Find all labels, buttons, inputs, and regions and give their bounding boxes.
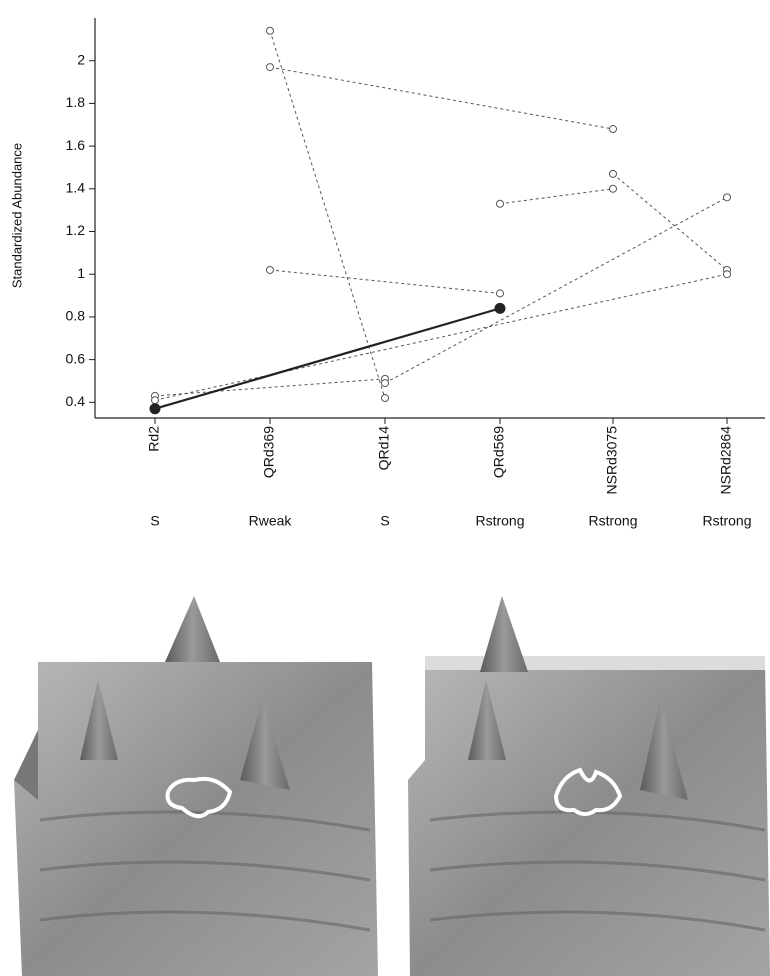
x-tick-label: QRd569 bbox=[491, 426, 507, 478]
data-point bbox=[724, 194, 731, 201]
series-line bbox=[613, 174, 727, 270]
surface-image-left bbox=[14, 596, 378, 976]
data-point bbox=[150, 404, 160, 414]
x-tick-label: NSRd2864 bbox=[718, 426, 734, 495]
y-tick-label: 1.8 bbox=[66, 94, 86, 110]
data-point bbox=[267, 27, 274, 34]
x-tick-label: QRd14 bbox=[376, 426, 392, 471]
x-tick-label: Rd2 bbox=[146, 426, 162, 452]
data-point bbox=[610, 170, 617, 177]
y-tick-label: 0.6 bbox=[66, 350, 86, 366]
x-sublabel: Rweak bbox=[249, 513, 293, 529]
series-line bbox=[270, 270, 500, 293]
x-sublabel: Rstrong bbox=[702, 513, 751, 529]
y-tick-label: 1.4 bbox=[66, 180, 86, 196]
y-tick-label: 2 bbox=[77, 51, 85, 67]
y-tick-label: 0.4 bbox=[66, 393, 86, 409]
data-point bbox=[267, 266, 274, 273]
data-point bbox=[610, 126, 617, 133]
data-point bbox=[495, 303, 505, 313]
x-tick-label: NSRd3075 bbox=[604, 426, 620, 495]
data-point bbox=[152, 397, 159, 404]
series-line bbox=[155, 379, 385, 396]
x-sublabel: Rstrong bbox=[475, 513, 524, 529]
y-tick-label: 1.6 bbox=[66, 137, 86, 153]
data-point bbox=[610, 185, 617, 192]
data-point bbox=[382, 380, 389, 387]
data-point bbox=[724, 271, 731, 278]
y-tick-label: 0.8 bbox=[66, 308, 86, 324]
plot: Standardized Abundance 0.4 0.6 0.8 1 1.2 1.4 1.… bbox=[9, 18, 765, 529]
x-sublabel: S bbox=[380, 513, 389, 529]
x-sublabel: Rstrong bbox=[588, 513, 637, 529]
series-line bbox=[155, 308, 500, 408]
series-line bbox=[500, 189, 613, 204]
y-tick-label: 1.2 bbox=[66, 222, 86, 238]
series-line bbox=[385, 197, 727, 383]
series-line bbox=[155, 274, 727, 400]
surface-image-right bbox=[408, 596, 770, 976]
series-line bbox=[270, 67, 613, 129]
data-point bbox=[497, 290, 504, 297]
x-sublabel: S bbox=[150, 513, 159, 529]
data-point bbox=[382, 395, 389, 402]
y-tick-label: 1 bbox=[77, 265, 85, 281]
figure: Standardized Abundance 0.4 0.6 0.8 1 1.2 1.4 1.… bbox=[0, 0, 770, 976]
y-axis-label: Standardized Abundance bbox=[9, 143, 24, 288]
series-line bbox=[270, 31, 385, 398]
x-tick-label: QRd369 bbox=[261, 426, 277, 478]
data-point bbox=[497, 200, 504, 207]
data-point bbox=[267, 64, 274, 71]
